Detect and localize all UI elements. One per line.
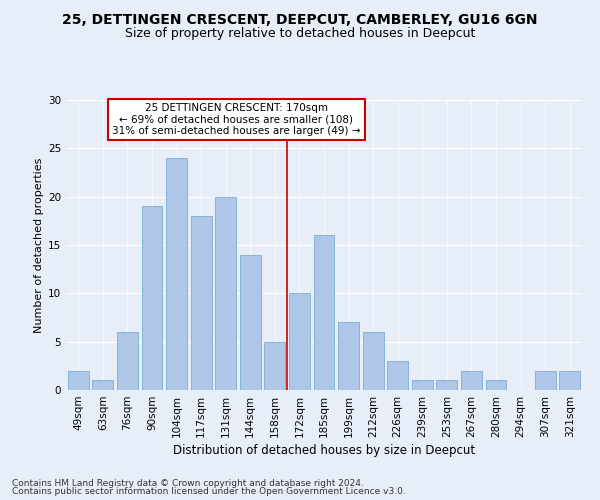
- Bar: [166, 158, 187, 390]
- Bar: [117, 332, 138, 390]
- Bar: [461, 370, 482, 390]
- Text: 25, DETTINGEN CRESCENT, DEEPCUT, CAMBERLEY, GU16 6GN: 25, DETTINGEN CRESCENT, DEEPCUT, CAMBERL…: [62, 12, 538, 26]
- Bar: [338, 322, 359, 390]
- Bar: [387, 361, 408, 390]
- Bar: [362, 332, 383, 390]
- Bar: [240, 254, 261, 390]
- Bar: [289, 294, 310, 390]
- Bar: [485, 380, 506, 390]
- Bar: [535, 370, 556, 390]
- Text: 25 DETTINGEN CRESCENT: 170sqm
← 69% of detached houses are smaller (108)
31% of : 25 DETTINGEN CRESCENT: 170sqm ← 69% of d…: [112, 103, 361, 136]
- Bar: [559, 370, 580, 390]
- Bar: [412, 380, 433, 390]
- Bar: [191, 216, 212, 390]
- Text: Contains public sector information licensed under the Open Government Licence v3: Contains public sector information licen…: [12, 487, 406, 496]
- Bar: [265, 342, 286, 390]
- Text: Contains HM Land Registry data © Crown copyright and database right 2024.: Contains HM Land Registry data © Crown c…: [12, 478, 364, 488]
- Y-axis label: Number of detached properties: Number of detached properties: [34, 158, 44, 332]
- Bar: [92, 380, 113, 390]
- X-axis label: Distribution of detached houses by size in Deepcut: Distribution of detached houses by size …: [173, 444, 475, 457]
- Bar: [436, 380, 457, 390]
- Bar: [142, 206, 163, 390]
- Bar: [314, 236, 334, 390]
- Bar: [68, 370, 89, 390]
- Text: Size of property relative to detached houses in Deepcut: Size of property relative to detached ho…: [125, 28, 475, 40]
- Bar: [215, 196, 236, 390]
